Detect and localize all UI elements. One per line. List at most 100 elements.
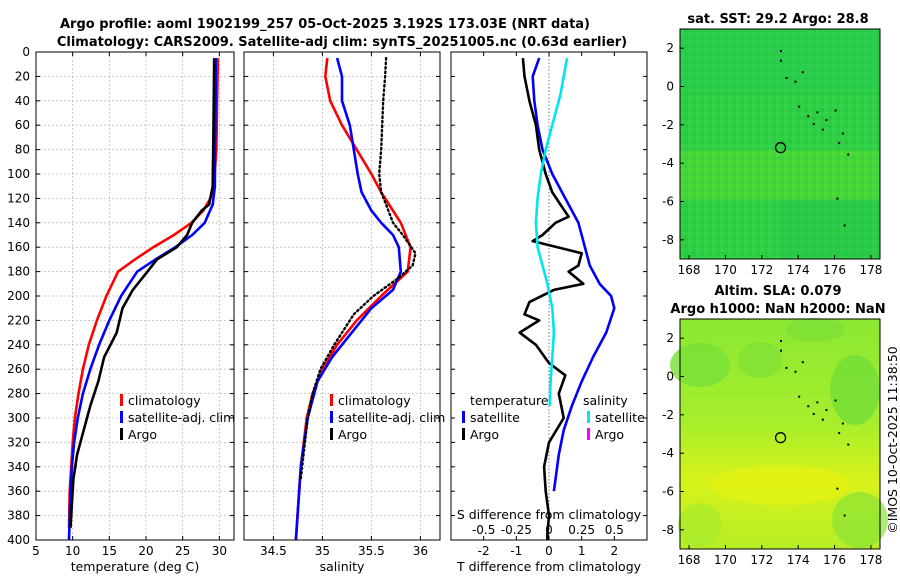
depth-tick-label: 40 <box>15 94 30 108</box>
sla-lat-tick-labels: -8 -6 -4 -2 0 2 <box>662 331 684 537</box>
s-difference-xlabel: S difference from climatology <box>457 507 642 522</box>
depth-tick-labels: 0 20 40 60 80 100 120 140 160 180 200 220 240 260 280 3… <box>7 45 30 547</box>
legend-label-t-argo: Argo <box>470 427 499 442</box>
legend-label-t-satellite: satellite <box>470 410 520 425</box>
x-tick-label: -2 <box>478 544 490 558</box>
legend-label-argo: Argo <box>128 427 157 442</box>
lat-tick-label: -8 <box>662 523 674 537</box>
copyright-stamp: ©IMOS 10-Oct-2025 11:38:50 <box>885 346 900 534</box>
x-tick-label: -1 <box>510 544 522 558</box>
depth-tick-label: 0 <box>22 45 30 59</box>
difference-legend: temperature satellite Argo salinity sate… <box>462 393 645 442</box>
sla-low-patch <box>832 492 888 548</box>
lon-tick-label: 178 <box>859 263 882 277</box>
depth-tick-label: 400 <box>7 533 30 547</box>
temperature-panel: 0 20 40 60 80 100 120 140 160 180 200 220 240 260 280 3… <box>7 45 235 574</box>
x-tick-label: 20 <box>138 544 153 558</box>
depth-tick-label: 180 <box>7 265 30 279</box>
legend-label-satellite: satellite-adj. clim <box>128 410 235 425</box>
depth-tick-label: 200 <box>7 289 30 303</box>
sst-warm-band <box>680 150 880 200</box>
island-speck <box>836 487 839 490</box>
sst-lon-tick-labels: 168 170 172 174 176 178 <box>678 255 882 277</box>
series-line-s-satellite <box>534 57 569 406</box>
lon-tick-label: 174 <box>787 263 810 277</box>
island-speck <box>798 105 801 108</box>
depth-tick-label: 220 <box>7 313 30 327</box>
island-speck <box>780 59 782 62</box>
x-tick-label: 35 <box>315 544 330 558</box>
sla-map-title-line2: Argo h1000: NaN h2000: NaN <box>670 302 885 317</box>
salinity-grid <box>244 51 440 541</box>
argo-float-marker <box>774 432 787 444</box>
series-line-t-satellite <box>531 57 616 492</box>
island-speck <box>794 370 797 373</box>
lat-tick-label: -6 <box>662 195 674 209</box>
legend-swatch-satellite <box>120 411 123 423</box>
legend-title-salinity: salinity <box>583 393 628 408</box>
temperature-legend: climatology satellite-adj. clim Argo <box>120 393 235 442</box>
sla-map-panel: Altim. SLA: 0.079 Argo h1000: NaN h2000:… <box>662 284 888 567</box>
series-line-argo <box>69 58 216 528</box>
legend-title-temperature: temperature <box>470 393 549 408</box>
island-speck <box>780 349 782 352</box>
t-difference-xlabel: T difference from climatology <box>456 559 642 574</box>
sst-cool-patch <box>680 29 880 89</box>
figure-title-line1: Argo profile: aoml 1902199_257 05-Oct-20… <box>60 17 590 32</box>
series-line-climatology <box>67 58 220 528</box>
sla-map-frame <box>679 318 881 550</box>
s-tick-label: -0.5 <box>472 523 495 537</box>
sst-lat-tick-labels: -8 -6 -4 -2 0 2 <box>662 41 684 247</box>
sla-low-patch <box>830 355 880 425</box>
lat-tick-label: 2 <box>666 331 674 345</box>
x-tick-label: 30 <box>212 544 227 558</box>
island-speck <box>801 71 804 74</box>
sst-map-panel: sat. SST: 29.2 Argo: 28.8 168 170 172 174 17… <box>662 12 882 277</box>
lat-tick-label: -6 <box>662 485 674 499</box>
depth-tick-label: 240 <box>7 338 30 352</box>
x-tick-label: 1 <box>578 544 586 558</box>
depth-tick-label: 100 <box>7 167 30 181</box>
island-speck <box>807 405 810 408</box>
series-line-satellite-adj-clim <box>294 57 403 541</box>
island-speck <box>847 153 850 156</box>
island-speck <box>812 122 815 125</box>
legend-swatch-climatology <box>120 394 123 406</box>
lat-tick-label: -2 <box>662 118 674 132</box>
x-tick-label: 36 <box>413 544 428 558</box>
temperature-lines <box>67 58 220 541</box>
salinity-legend: climatology satellite-adj. clim Argo <box>330 393 445 442</box>
island-speck <box>821 128 824 131</box>
salinity-xlabel: salinity <box>320 559 365 574</box>
legend-swatch-climatology <box>330 394 333 406</box>
sla-high-patch <box>710 465 850 505</box>
legend-label-climatology: climatology <box>128 393 201 408</box>
difference-lines <box>518 57 616 540</box>
legend-label-argo: Argo <box>338 427 367 442</box>
sst-field <box>680 29 880 259</box>
lat-tick-label: 0 <box>666 80 674 94</box>
island-speck <box>821 418 824 421</box>
sst-islands <box>780 50 850 227</box>
island-speck <box>834 399 837 402</box>
island-speck <box>825 409 828 412</box>
temperature-tick-labels: 5 10 15 20 25 30 <box>32 51 234 558</box>
legend-label-climatology: climatology <box>338 393 411 408</box>
temperature-grid <box>35 51 234 541</box>
t-difference-tick-labels: -2 -1 0 1 2 <box>451 51 647 558</box>
legend-swatch-t-argo <box>462 428 465 440</box>
depth-tick-label: 340 <box>7 460 30 474</box>
lon-tick-label: 168 <box>678 553 701 567</box>
lat-tick-label: 0 <box>666 370 674 384</box>
island-speck <box>843 514 846 517</box>
x-tick-label: 25 <box>175 544 190 558</box>
sla-low-patch <box>738 342 782 378</box>
island-speck <box>834 109 837 112</box>
lon-tick-label: 172 <box>750 263 773 277</box>
s-tick-label: 0 <box>545 523 553 537</box>
lon-tick-label: 174 <box>787 553 810 567</box>
legend-swatch-s-satellite <box>587 411 590 423</box>
difference-panel: -2 -1 0 1 2 -0.5 -0.25 0 0.25 0.5 S difference f… <box>450 51 648 574</box>
island-speck <box>816 401 819 404</box>
lat-tick-label: -8 <box>662 233 674 247</box>
